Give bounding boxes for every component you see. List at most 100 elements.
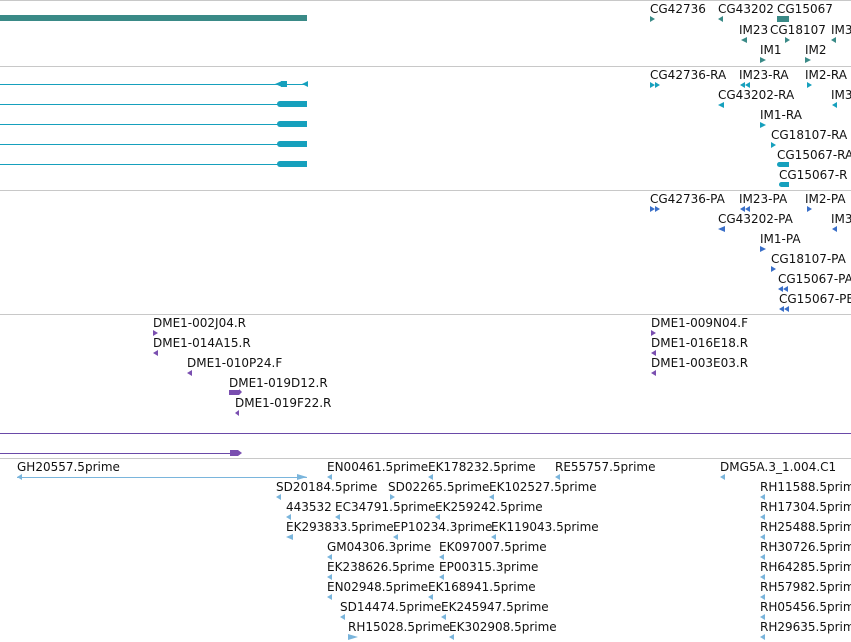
transcript-line[interactable] [0,144,307,145]
clone-label[interactable]: DME1-019D12.R [229,376,328,390]
arrow-left-icon [335,514,340,520]
transcript-exon[interactable] [277,161,307,167]
arrow-left-icon [327,574,332,580]
gene-label[interactable]: CG43202 [718,2,774,16]
protein-label[interactable]: CG15067-PB [779,292,851,306]
est-label[interactable]: EP00315.3prime [439,560,539,574]
transcript-exon[interactable] [779,182,789,187]
est-label[interactable]: EK119043.5prime [491,520,599,534]
gene-label[interactable]: IM1 [760,43,782,57]
est-label[interactable]: EK097007.5prime [439,540,547,554]
transcript-label[interactable]: CG42736-RA [650,68,727,82]
clone-label[interactable]: DME1-019F22.R [235,396,332,410]
est-label[interactable]: EN02948.5prime [327,580,429,594]
est-label[interactable]: EK302908.5prime [449,620,557,634]
transcript-line[interactable] [0,164,307,165]
est-label[interactable]: GM04306.3prime [327,540,432,554]
protein-label[interactable]: CG42736-PA [650,192,725,206]
transcript-label[interactable]: IM23-RA [739,68,789,82]
clone-span-line[interactable] [0,453,232,454]
est-label[interactable]: DMG5A.3_1.004.C1 [720,460,837,474]
est-label[interactable]: RH25488.5prime [760,520,851,534]
est-label[interactable]: EP10234.3prime [393,520,493,534]
est-label[interactable]: RH57982.5prime [760,580,851,594]
double-arrow-left-icon [740,206,745,212]
est-label[interactable]: RH11588.5prime [760,480,851,494]
clone-label[interactable]: DME1-010P24.F [187,356,283,370]
est-label[interactable]: RH05456.5prime [760,600,851,614]
protein-label[interactable]: CG15067-PA [778,272,851,286]
arrow-left-icon [760,634,765,640]
transcript-exon[interactable] [281,81,287,87]
transcript-line[interactable] [0,84,307,85]
transcript-label[interactable]: IM2-RA [805,68,847,82]
protein-label[interactable]: IM3 [831,212,851,226]
est-label[interactable]: EC34791.5prime [335,500,436,514]
est-label[interactable]: EK102527.5prime [489,480,597,494]
protein-label[interactable]: CG18107-PA [771,252,846,266]
est-label[interactable]: EN00461.5prime [327,460,429,474]
transcript-label[interactable]: IM1-RA [760,108,802,122]
clone-label[interactable]: DME1-003E03.R [651,356,749,370]
est-label[interactable]: EK168941.5prime [428,580,536,594]
est-label[interactable]: EK245947.5prime [441,600,549,614]
est-label[interactable]: GH20557.5prime [17,460,120,474]
double-arrow-left-icon [784,306,789,312]
clone-label[interactable]: DME1-002J04.R [153,316,247,330]
transcript-label[interactable]: CG15067-R [779,168,848,182]
protein-label[interactable]: CG43202-PA [718,212,793,226]
est-label[interactable]: 443532 [286,500,332,514]
arrow-left-icon [327,474,332,480]
transcript-exon[interactable] [277,101,307,107]
est-label[interactable]: RH30726.5prime [760,540,851,554]
transcript-line[interactable] [0,104,307,105]
clone-label[interactable]: DME1-009N04.F [651,316,749,330]
clone-block[interactable] [230,450,238,456]
gene-track: CG42736 CG43202 CG15067 IM23 CG18107 IM3… [0,0,851,66]
transcript-label[interactable]: CG18107-RA [771,128,848,142]
est-label[interactable]: EK178232.5prime [428,460,536,474]
arrow-left-icon [449,634,454,640]
gene-block[interactable] [777,16,789,22]
est-label[interactable]: EK238626.5prime [327,560,435,574]
arrow-right-icon [771,142,776,148]
arrow-left-icon [275,81,282,87]
est-label[interactable]: RH29635.5prime [760,620,851,634]
transcript-label[interactable]: IM3 [831,88,851,102]
gene-span-bar[interactable] [0,15,307,21]
transcript-exon[interactable] [277,141,307,147]
gene-label[interactable]: CG42736 [650,2,706,16]
transcript-track: CG42736-RA IM23-RA IM2-RA CG43202-RA IM3… [0,66,851,190]
arrow-right-icon [348,634,358,640]
gene-label[interactable]: IM2 [805,43,827,57]
transcript-exon[interactable] [777,162,789,167]
protein-label[interactable]: IM2-PA [805,192,846,206]
transcript-label[interactable]: CG43202-RA [718,88,795,102]
transcript-exon[interactable] [277,121,307,127]
gene-label[interactable]: CG15067 [777,2,833,16]
gene-label[interactable]: CG18107 [770,23,826,37]
clone-label[interactable]: DME1-016E18.R [651,336,749,350]
est-label[interactable]: RH64285.5prime [760,560,851,574]
transcript-line[interactable] [0,124,307,125]
protein-track: CG42736-PA IM23-PA IM2-PA CG43202-PA IM3… [0,190,851,314]
est-label[interactable]: SD02265.5prime [388,480,490,494]
est-label[interactable]: EK259242.5prime [435,500,543,514]
est-label[interactable]: SD14474.5prime [340,600,442,614]
transcript-label[interactable]: CG15067-RA [777,148,851,162]
clone-block[interactable] [229,390,239,395]
arrow-right-icon [239,389,242,395]
est-label[interactable]: RE55757.5prime [555,460,656,474]
gene-label[interactable]: IM3 [831,23,851,37]
est-label[interactable]: EK293833.5prime [286,520,394,534]
est-line[interactable] [17,477,307,478]
est-label[interactable]: RH15028.5prime [348,620,450,634]
protein-label[interactable]: IM23-PA [739,192,788,206]
clone-label[interactable]: DME1-014A15.R [153,336,251,350]
protein-label[interactable]: IM1-PA [760,232,801,246]
gene-label[interactable]: IM23 [739,23,769,37]
clone-span-line[interactable] [0,433,851,434]
est-label[interactable]: SD20184.5prime [276,480,378,494]
est-label[interactable]: RH17304.5prime [760,500,851,514]
